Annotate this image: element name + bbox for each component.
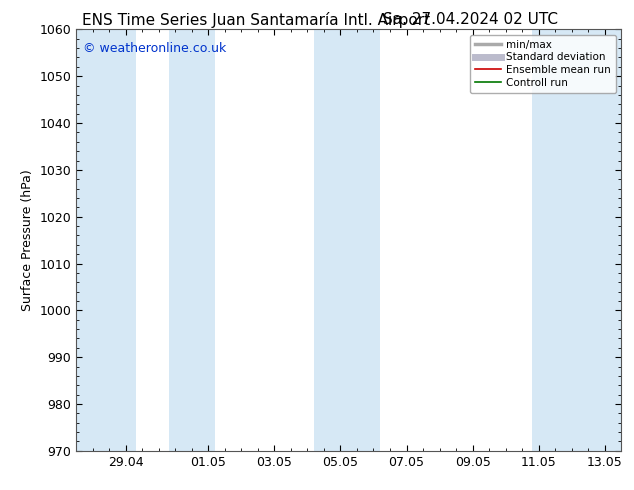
Text: © weatheronline.co.uk: © weatheronline.co.uk <box>82 42 226 55</box>
Text: Sa. 27.04.2024 02 UTC: Sa. 27.04.2024 02 UTC <box>383 12 558 27</box>
Legend: min/max, Standard deviation, Ensemble mean run, Controll run: min/max, Standard deviation, Ensemble me… <box>470 35 616 93</box>
Y-axis label: Surface Pressure (hPa): Surface Pressure (hPa) <box>21 169 34 311</box>
Bar <box>76 29 136 451</box>
Bar <box>169 29 215 451</box>
Bar <box>314 29 380 451</box>
Bar <box>532 29 621 451</box>
Text: ENS Time Series Juan Santamaría Intl. Airport: ENS Time Series Juan Santamaría Intl. Ai… <box>82 12 430 28</box>
